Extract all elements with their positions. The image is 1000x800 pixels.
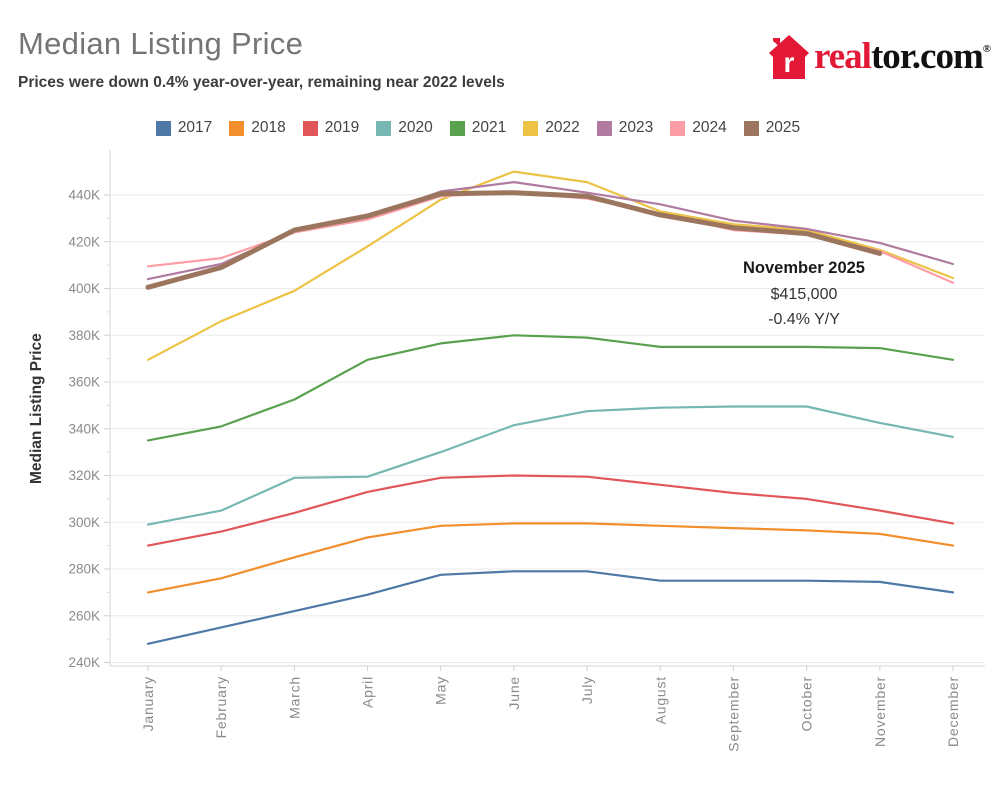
legend-item-2025[interactable]: 2025 [743,119,801,137]
y-tick-label: 280K [68,562,100,577]
chart-subtitle: Prices were down 0.4% year-over-year, re… [18,74,505,91]
legend-swatch-2018 [229,120,245,136]
x-tick-label: December [945,676,961,747]
legend-label: 2022 [545,119,580,136]
legend-item-2024[interactable]: 2024 [670,119,727,137]
svg-text:r: r [784,47,795,78]
x-tick-label: July [579,676,595,704]
series-line-2018[interactable] [146,522,955,594]
y-tick-label: 380K [68,328,100,343]
series-line-2021[interactable] [146,334,955,442]
callout-price: $415,000 [770,286,838,303]
legend-item-2020[interactable]: 2020 [376,119,433,137]
x-tick-label: October [799,676,815,731]
legend-swatch-2023 [596,120,612,136]
x-tick-label: September [725,676,741,752]
x-tick-label: January [140,676,156,731]
y-tick-label: 420K [68,234,100,249]
series-line-2017[interactable] [146,570,955,645]
legend-label: 2024 [692,119,727,136]
legend-swatch-2025 [743,120,759,136]
series-line-2025[interactable] [145,190,883,290]
series-line-2022[interactable] [146,170,955,361]
y-tick-label: 400K [68,281,100,296]
y-tick-label: 240K [68,655,100,670]
legend-item-2018[interactable]: 2018 [229,119,286,137]
series-line-2020[interactable] [146,405,955,526]
legend-swatch-2024 [670,120,686,136]
realtor-wordmark: realtor.com® [813,36,991,77]
legend-label: 2025 [765,119,801,136]
callout-annotation: November 2025 $415,000 -0.4% Y/Y [704,259,904,329]
y-tick-label: 300K [68,515,100,530]
legend-label: 2019 [324,119,360,136]
x-tick-label: April [360,676,376,708]
x-tick-label: February [213,676,229,738]
realtor-house-icon: r [768,35,809,79]
legend-item-2023[interactable]: 2023 [596,119,654,137]
realtor-logo: r realtor.com® [768,34,991,80]
chart-legend: 2017 2018 2019 2020 2021 2022 2023 2024 2025 [0,119,956,137]
legend-swatch-2020 [376,120,392,136]
x-tick-label: March [286,676,302,719]
legend-item-2019[interactable]: 2019 [302,119,360,137]
x-tick-label: May [433,676,449,705]
legend-swatch-2017 [155,120,171,136]
callout-date: November 2025 [743,259,865,277]
legend-label: 2018 [251,119,286,136]
legend-swatch-2021 [449,120,465,136]
y-tick-label: 340K [68,421,100,436]
x-tick-label: August [652,676,668,724]
legend-label: 2020 [398,119,433,136]
callout-yoy: -0.4% Y/Y [768,311,840,328]
legend-label: 2023 [618,119,654,136]
legend-label: 2021 [471,119,507,136]
y-tick-label: 360K [68,375,100,390]
legend-item-2021[interactable]: 2021 [449,119,507,137]
legend-swatch-2019 [302,120,318,136]
page-title: Median Listing Price [18,26,304,61]
y-tick-label: 260K [68,608,100,623]
legend-swatch-2022 [523,120,539,136]
legend-label: 2017 [177,119,213,136]
legend-item-2017[interactable]: 2017 [155,119,213,137]
series-line-2019[interactable] [146,474,955,547]
legend-item-2022[interactable]: 2022 [523,119,580,137]
x-tick-label: June [506,676,522,710]
y-tick-label: 440K [68,188,100,203]
x-tick-label: November [872,676,888,747]
y-tick-label: 320K [68,468,100,483]
